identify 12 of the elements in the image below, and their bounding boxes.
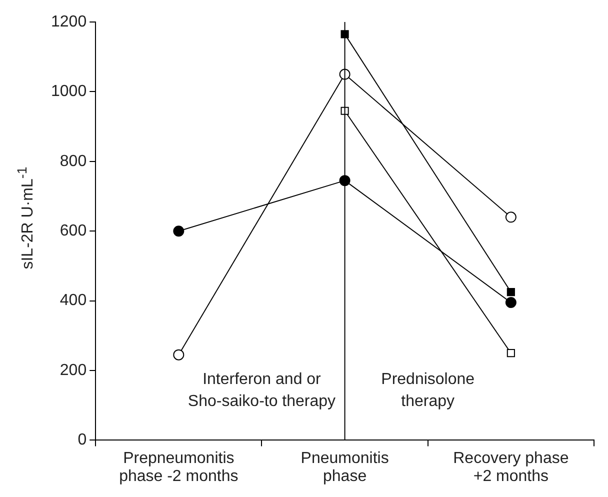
y-tick-label: 1200	[51, 13, 87, 30]
y-tick-label: 200	[60, 362, 87, 379]
x-tick-label: Recovery phase +2 months	[453, 450, 569, 486]
x-tick-label: Pneumonitis phase	[300, 450, 389, 486]
y-tick-label: 600	[60, 222, 87, 240]
x-tick-label: Prepneumonitis phase -2 months	[119, 450, 238, 486]
annotation: Interferon and or Sho-saiko-to therapy	[188, 371, 336, 410]
annotation: Prednisolone therapy	[381, 371, 475, 410]
y-tick-label: 1000	[51, 83, 87, 100]
y-tick-label: 800	[60, 152, 87, 170]
y-tick-label: 400	[60, 292, 87, 310]
y-tick-label: 0	[78, 432, 87, 449]
